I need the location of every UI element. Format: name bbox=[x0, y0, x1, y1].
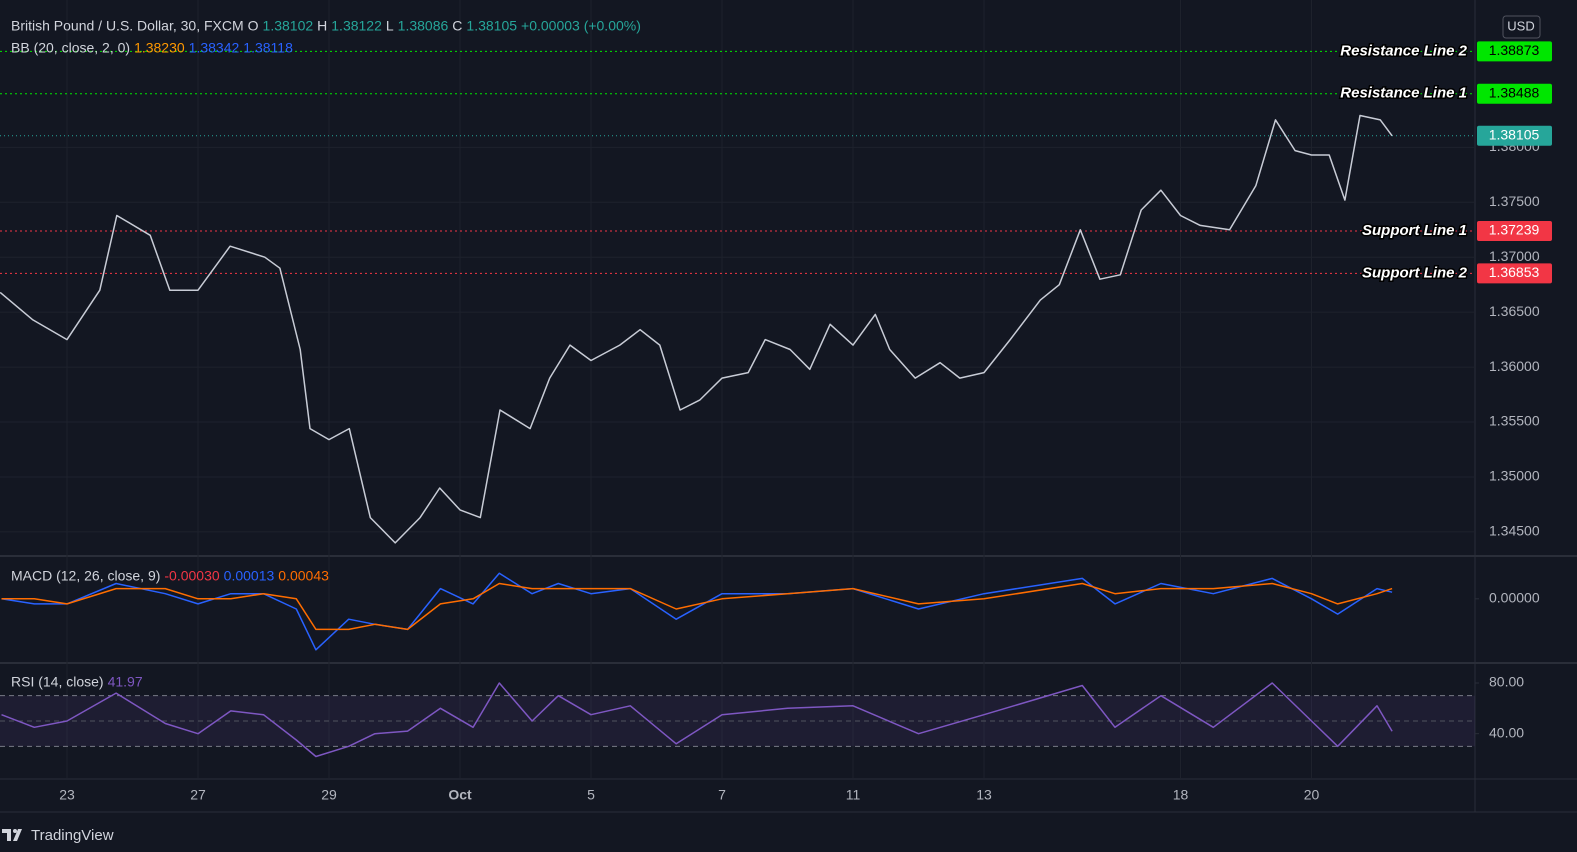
level-name: Support Line 2 bbox=[1362, 264, 1468, 281]
x-tick-label: 27 bbox=[190, 787, 206, 803]
level-value: 1.37239 bbox=[1489, 222, 1540, 238]
level-name: Support Line 1 bbox=[1362, 222, 1467, 239]
x-tick-label: 20 bbox=[1304, 787, 1320, 803]
indicator-value: 1.38118 bbox=[243, 40, 293, 56]
y-tick-label: 1.34500 bbox=[1489, 523, 1540, 539]
level-value: 1.36853 bbox=[1489, 264, 1540, 280]
x-tick-label: Oct bbox=[448, 787, 472, 803]
brand: TradingView bbox=[31, 827, 114, 844]
price-box bbox=[1477, 125, 1552, 146]
x-tick-label: 11 bbox=[846, 787, 861, 803]
indicator-name: BB (20, close, 2, 0) bbox=[11, 40, 130, 56]
x-tick-label: 5 bbox=[587, 787, 595, 803]
y-tick-label: 1.37000 bbox=[1489, 248, 1540, 264]
legend-value: 0.00043 bbox=[278, 568, 329, 584]
ohlc-value: 1.38102 bbox=[263, 18, 314, 34]
last-price: 1.38105 bbox=[1489, 127, 1540, 143]
logo-dot bbox=[13, 829, 17, 833]
y-tick-label: 1.36500 bbox=[1489, 303, 1540, 319]
pane-title: RSI (14, close) bbox=[11, 674, 104, 690]
ohlc-label: H bbox=[317, 18, 327, 34]
level-value: 1.38873 bbox=[1489, 42, 1540, 58]
legend-value: 41.97 bbox=[108, 674, 143, 690]
indicator-value: 1.38342 bbox=[189, 40, 240, 56]
level-value: 1.38488 bbox=[1489, 84, 1540, 100]
currency-box bbox=[1502, 15, 1541, 39]
price-box bbox=[1477, 83, 1552, 104]
pane-title: MACD (12, 26, close, 9) bbox=[11, 568, 160, 584]
series-line bbox=[1, 572, 1393, 651]
series-line bbox=[0, 114, 1393, 544]
series-line bbox=[1, 682, 1393, 758]
logo-mark bbox=[2, 829, 22, 841]
pane-separators bbox=[0, 0, 1577, 813]
price-box bbox=[1477, 263, 1552, 284]
ohlc-value: 1.38086 bbox=[398, 18, 449, 34]
series-line bbox=[1, 582, 1393, 631]
legend-value: -0.00030 bbox=[164, 568, 219, 584]
ohlc-value: 1.38122 bbox=[331, 18, 382, 34]
ohlc-value: 1.38105 bbox=[466, 18, 517, 34]
level-name: Resistance Line 2 bbox=[1340, 42, 1467, 59]
ohlc-label: C bbox=[452, 18, 462, 34]
x-tick-label: 29 bbox=[321, 787, 337, 803]
level-name: Resistance Line 1 bbox=[1340, 85, 1467, 102]
indicator-value: 1.38230 bbox=[134, 40, 185, 56]
x-tick-label: 18 bbox=[1173, 787, 1189, 803]
y-tick-label: 1.35000 bbox=[1489, 468, 1540, 484]
currency: USD bbox=[1507, 18, 1534, 33]
y-tick-label: 40.00 bbox=[1489, 724, 1524, 740]
change: +0.00003 (+0.00%) bbox=[521, 18, 641, 34]
logo bbox=[2, 829, 22, 841]
x-tick-label: 23 bbox=[59, 787, 75, 803]
y-tick-label: 80.00 bbox=[1489, 674, 1524, 690]
legend-value: 0.00013 bbox=[224, 568, 275, 584]
y-tick-label: 1.37500 bbox=[1489, 193, 1540, 209]
pane-title: British Pound / U.S. Dollar, 30, FXCM bbox=[11, 18, 244, 34]
y-tick-label: 1.35500 bbox=[1489, 413, 1540, 429]
x-tick-label: 7 bbox=[718, 787, 726, 803]
ohlc-label: O bbox=[248, 18, 259, 34]
price-box bbox=[1477, 220, 1552, 241]
ohlc-label: L bbox=[386, 18, 394, 34]
x-tick-label: 13 bbox=[976, 787, 992, 803]
y-tick-label: 1.36000 bbox=[1489, 358, 1540, 374]
price-box bbox=[1477, 41, 1552, 62]
y-tick-label: 0.00000 bbox=[1489, 590, 1540, 606]
